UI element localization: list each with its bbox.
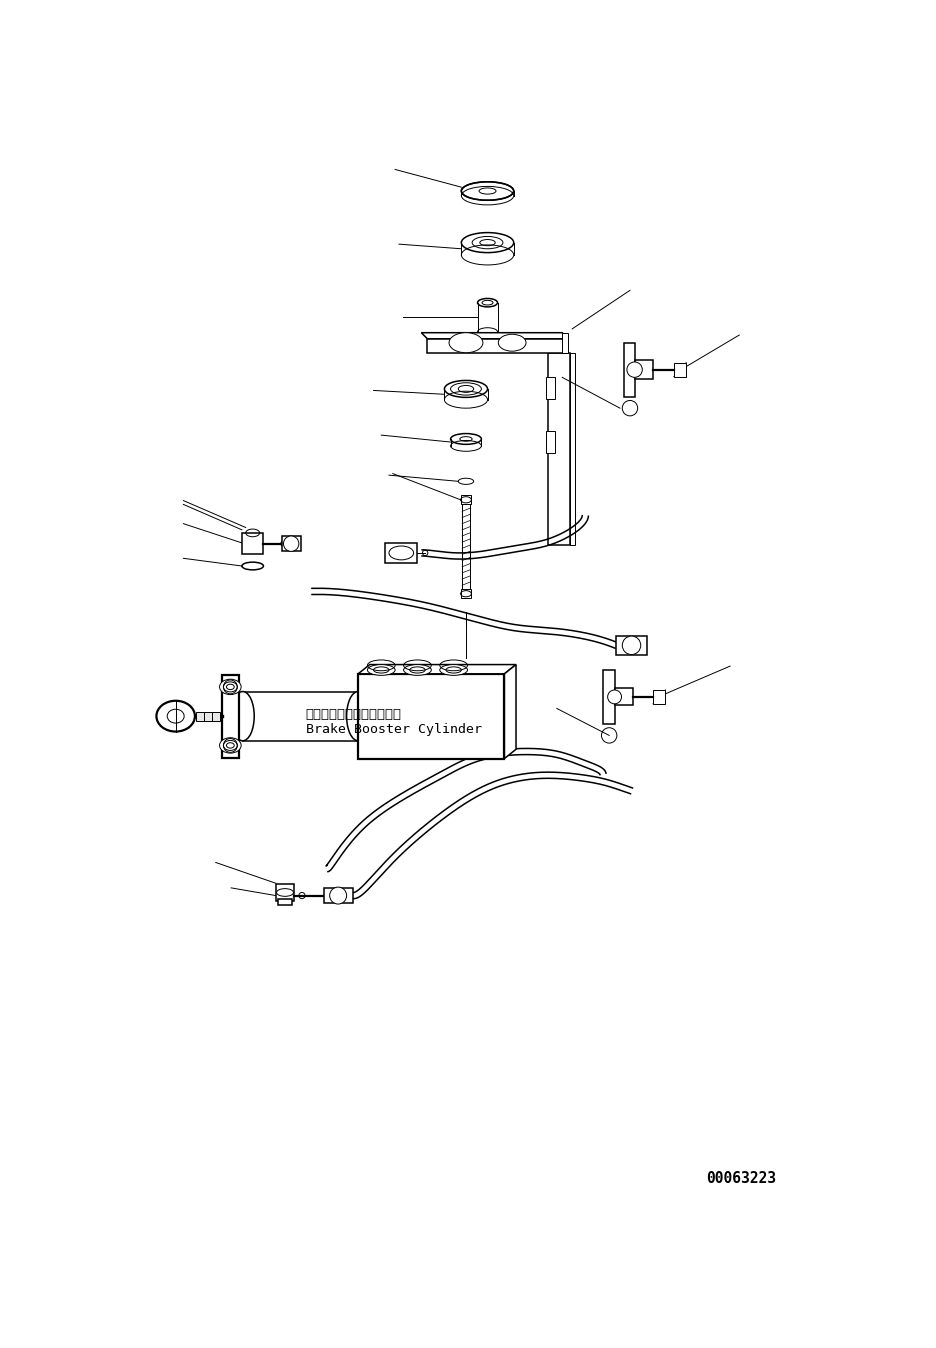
Bar bbox=[427, 338, 568, 353]
Bar bbox=[673, 363, 685, 376]
Bar bbox=[614, 689, 633, 705]
Bar bbox=[278, 899, 292, 905]
Ellipse shape bbox=[607, 690, 621, 704]
Bar bbox=[358, 674, 504, 759]
Ellipse shape bbox=[219, 737, 241, 754]
Bar bbox=[634, 360, 652, 379]
Bar bbox=[623, 342, 634, 396]
Bar bbox=[197, 712, 204, 721]
Bar bbox=[222, 674, 239, 758]
Ellipse shape bbox=[622, 636, 640, 655]
Ellipse shape bbox=[329, 887, 346, 905]
Bar bbox=[603, 670, 614, 724]
Bar bbox=[461, 495, 471, 504]
Polygon shape bbox=[421, 333, 568, 338]
Ellipse shape bbox=[367, 665, 395, 675]
Bar bbox=[212, 712, 219, 721]
Ellipse shape bbox=[439, 665, 467, 675]
Polygon shape bbox=[504, 665, 516, 759]
Bar bbox=[385, 543, 417, 563]
Bar bbox=[569, 353, 575, 545]
Ellipse shape bbox=[219, 679, 241, 694]
Ellipse shape bbox=[346, 692, 370, 741]
Bar bbox=[562, 333, 568, 353]
Text: ブレーキブースタシリンダ: ブレーキブースタシリンダ bbox=[305, 709, 402, 721]
Bar bbox=[241, 532, 263, 554]
Bar bbox=[546, 377, 555, 399]
Bar bbox=[275, 884, 294, 900]
Bar bbox=[461, 589, 471, 599]
Ellipse shape bbox=[284, 537, 299, 551]
Bar bbox=[616, 636, 646, 655]
Bar bbox=[242, 692, 358, 741]
Ellipse shape bbox=[276, 888, 293, 896]
Text: 00063223: 00063223 bbox=[706, 1171, 775, 1186]
Bar bbox=[323, 888, 352, 903]
Ellipse shape bbox=[498, 334, 525, 352]
Bar bbox=[548, 353, 569, 545]
Ellipse shape bbox=[388, 546, 413, 559]
Polygon shape bbox=[358, 665, 516, 674]
Bar bbox=[652, 690, 665, 704]
Ellipse shape bbox=[231, 692, 254, 741]
Ellipse shape bbox=[403, 665, 431, 675]
Bar bbox=[282, 537, 300, 551]
Bar bbox=[204, 712, 212, 721]
Text: Brake Booster Cylinder: Brake Booster Cylinder bbox=[305, 723, 481, 736]
Ellipse shape bbox=[448, 333, 482, 353]
Ellipse shape bbox=[156, 701, 195, 732]
Ellipse shape bbox=[626, 363, 641, 377]
Bar bbox=[546, 431, 555, 453]
